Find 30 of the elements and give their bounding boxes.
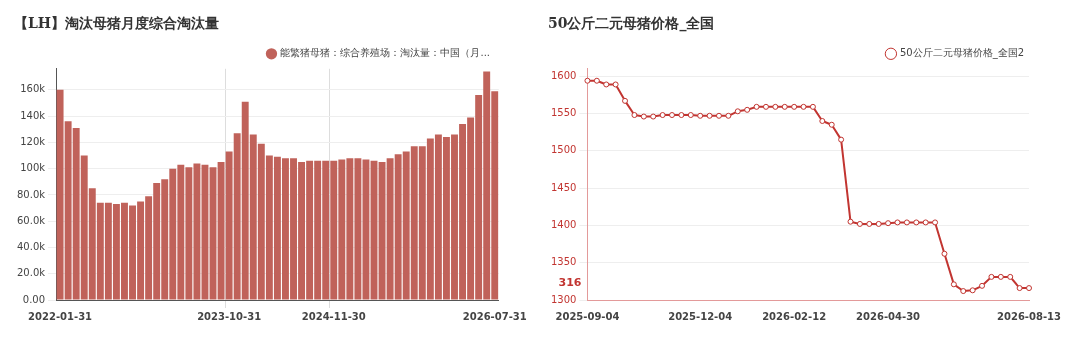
- x-tick-label: 2024-11-30: [301, 310, 366, 322]
- y-tick-label: 80.0k: [16, 188, 46, 200]
- y-tick-label: 1450: [551, 181, 577, 193]
- chart-title: 50公斤二元母猪价格_全国: [548, 15, 715, 33]
- y-tick-label: 40.0k: [16, 241, 46, 253]
- chart-title: 【LH】淘汰母猪月度综合淘汰量: [14, 15, 220, 32]
- y-tick-label: 120k: [20, 135, 46, 147]
- text: 316: [558, 276, 582, 290]
- x-tick-label: 2026-04-30: [856, 310, 921, 322]
- y-tick-label: 100k: [20, 162, 46, 174]
- x-tick-label: 2026-02-12: [762, 310, 827, 322]
- legend-label: 50公斤二元母猪价格_全国2: [899, 47, 1025, 60]
- legend-label: 能繁猪母猪：综合养殖场：淘汰量：中国（月...: [280, 47, 491, 59]
- x-tick-label: 2026-08-13: [997, 310, 1062, 322]
- x-tick-label: 2023-10-31: [197, 310, 262, 322]
- y-tick-label: 1300: [551, 293, 577, 305]
- x-tick-label: 2025-09-04: [555, 310, 620, 322]
- x-tick-label: 2026-07-31: [462, 310, 527, 322]
- y-tick-label: 1400: [551, 219, 577, 231]
- y-tick-label: 140k: [20, 109, 46, 121]
- x-tick-label: 2025-12-04: [668, 310, 733, 322]
- y-tick-label: 60.0k: [16, 214, 46, 226]
- y-tick-label: 1550: [551, 107, 577, 119]
- x-tick-label: 2022-01-31: [28, 310, 93, 322]
- y-tick-label: 1500: [551, 144, 577, 156]
- y-tick-label: 1600: [551, 69, 577, 81]
- y-tick-label: 160k: [20, 83, 46, 95]
- y-tick-label: 1350: [551, 256, 577, 268]
- y-tick-label: 0.00: [22, 293, 46, 305]
- y-tick-label: 20.0k: [16, 267, 46, 279]
